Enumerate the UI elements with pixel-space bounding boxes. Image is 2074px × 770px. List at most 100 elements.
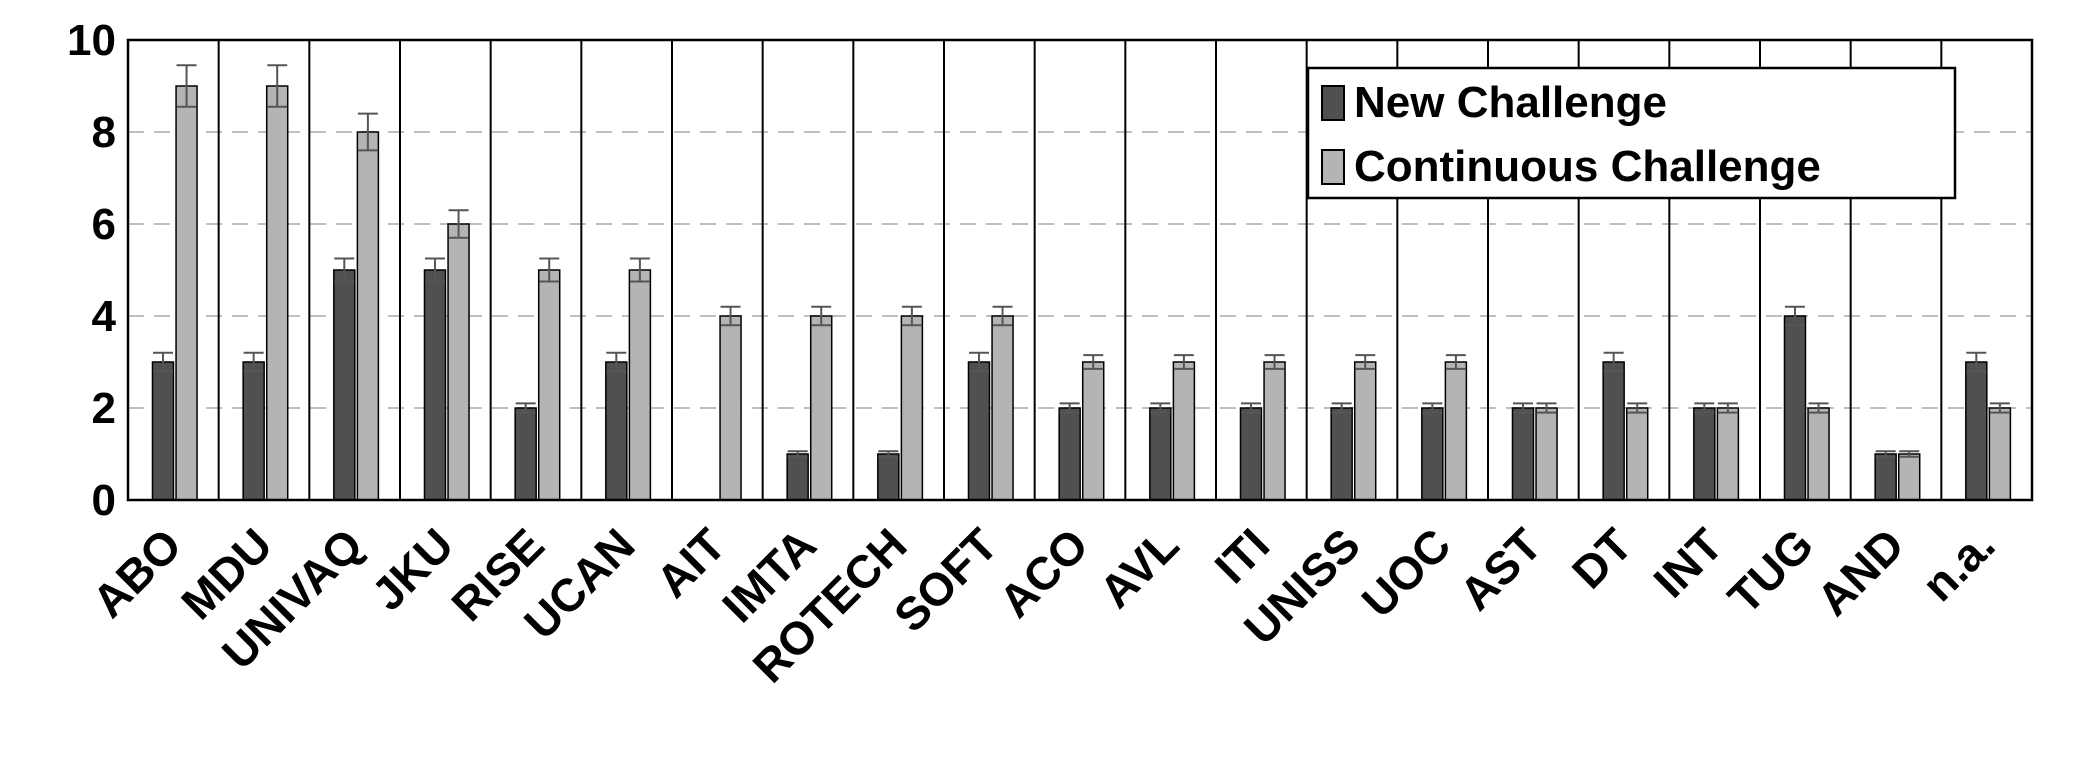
x-tick-label: ITI (1205, 518, 1280, 593)
bar-continuous-challenge (1807, 407, 1830, 501)
legend-swatch-continuous-challenge (1321, 149, 1345, 185)
bar-new-challenge (333, 269, 356, 501)
error-bar-new-challenge (1966, 351, 1987, 373)
x-tick-label: n.a. (1912, 518, 2005, 611)
y-axis-ticks: 0 2 4 6 8 10 (67, 16, 116, 525)
x-tick-label: ACO (989, 518, 1098, 627)
legend-label-new-challenge: New Challenge (1354, 78, 1667, 127)
x-tick-label: TUG (1718, 518, 1823, 623)
y-tick-label: 0 (92, 476, 116, 525)
bar-continuous-challenge (809, 315, 833, 501)
error-bar-new-challenge (878, 450, 899, 458)
error-bar-new-challenge (1059, 402, 1080, 414)
error-bar-continuous-challenge (1536, 402, 1557, 414)
plot-frame (126, 38, 2034, 502)
bar-continuous-challenge (991, 315, 1014, 501)
error-bar-continuous-challenge (992, 305, 1013, 327)
x-tick-label: UOC (1352, 518, 1461, 627)
error-bar-new-challenge (152, 351, 173, 373)
x-tick-label: INT (1643, 518, 1732, 607)
y-tick-label: 2 (92, 384, 116, 433)
x-tick-label: AST (1449, 518, 1551, 620)
error-bar-new-challenge (1694, 402, 1715, 414)
bar-continuous-challenge (1444, 361, 1468, 501)
bar-continuous-challenge (628, 269, 652, 501)
bar-continuous-challenge (1535, 407, 1558, 501)
error-bar-new-challenge (1603, 351, 1624, 373)
bar-new-challenge (786, 453, 809, 501)
bar-new-challenge (1058, 407, 1081, 501)
error-bar-continuous-challenge (1264, 354, 1285, 370)
error-bar-continuous-challenge (629, 257, 650, 283)
error-bar-new-challenge (1240, 402, 1261, 414)
error-bar-continuous-challenge (811, 305, 832, 327)
legend: New Challenge Continuous Challenge (1306, 66, 1957, 200)
category-separators (217, 40, 1943, 500)
bar-continuous-challenge (537, 269, 561, 501)
error-bar-continuous-challenge (1989, 402, 2010, 414)
bar-continuous-challenge (1263, 361, 1286, 501)
bar-new-challenge (151, 361, 175, 501)
bar-new-challenge (423, 269, 447, 501)
error-bar-continuous-challenge (901, 305, 922, 327)
bar-continuous-challenge (1172, 361, 1196, 501)
error-bar-continuous-challenge (1445, 354, 1466, 370)
bar-new-challenge (514, 407, 537, 501)
y-tick-label: 4 (92, 292, 117, 341)
bar-continuous-challenge (900, 315, 924, 501)
bar-new-challenge (1874, 453, 1897, 501)
error-bar-continuous-challenge (1808, 402, 1829, 414)
bar-continuous-challenge (356, 131, 380, 501)
bar-continuous-challenge (1897, 453, 1921, 501)
error-bar-continuous-challenge (448, 209, 469, 239)
bar-new-challenge (1783, 315, 1807, 501)
error-bar-new-challenge (243, 351, 264, 373)
error-bar-continuous-challenge (267, 64, 288, 108)
x-tick-label: JKU (361, 518, 463, 620)
bar-new-challenge (1149, 407, 1172, 501)
error-bar-new-challenge (1331, 402, 1352, 414)
error-bar-new-challenge (1422, 402, 1443, 414)
bar-continuous-challenge (1353, 361, 1377, 501)
error-bar-new-challenge (1784, 305, 1805, 327)
x-tick-label: ABO (82, 518, 191, 627)
bar-new-challenge (1965, 361, 1988, 501)
error-bar-new-challenge (515, 402, 536, 414)
error-bar-continuous-challenge (539, 257, 560, 283)
error-bar-new-challenge (424, 257, 445, 283)
bar-new-challenge (1602, 361, 1625, 501)
bar-continuous-challenge (1988, 407, 2012, 501)
error-bar-continuous-challenge (1717, 402, 1738, 414)
bar-continuous-challenge (1625, 407, 1649, 501)
error-bar-new-challenge (606, 351, 627, 373)
error-bar-new-challenge (1150, 402, 1171, 414)
legend-swatch-new-challenge (1321, 85, 1345, 121)
error-bar-continuous-challenge (1899, 450, 1920, 458)
error-bar-new-challenge (1512, 402, 1533, 414)
bar-continuous-challenge (447, 223, 470, 501)
bar-continuous-challenge (1716, 407, 1740, 501)
error-bar-continuous-challenge (720, 305, 741, 327)
error-bar-continuous-challenge (176, 64, 197, 108)
bar-continuous-challenge (265, 85, 289, 501)
error-bar-continuous-challenge (1627, 402, 1648, 414)
error-bar-continuous-challenge (357, 112, 378, 152)
bar-new-challenge (1330, 407, 1353, 501)
error-bar-new-challenge (787, 450, 808, 458)
error-bar-new-challenge (968, 351, 989, 373)
y-tick-label: 10 (67, 16, 116, 65)
bar-continuous-challenge (1081, 361, 1105, 501)
bar-new-challenge (967, 361, 991, 501)
y-tick-label: 6 (92, 200, 116, 249)
x-tick-label: SOFT (884, 518, 1008, 642)
bar-new-challenge (1239, 407, 1263, 501)
x-tick-label: AVL (1089, 518, 1188, 617)
y-tick-label: 8 (92, 108, 116, 157)
bar-new-challenge (605, 361, 628, 501)
bar-continuous-challenge (175, 85, 198, 501)
bar-new-challenge (877, 453, 900, 501)
error-bars (152, 64, 2010, 458)
error-bar-new-challenge (1875, 450, 1896, 458)
legend-label-continuous-challenge: Continuous Challenge (1354, 142, 1821, 191)
